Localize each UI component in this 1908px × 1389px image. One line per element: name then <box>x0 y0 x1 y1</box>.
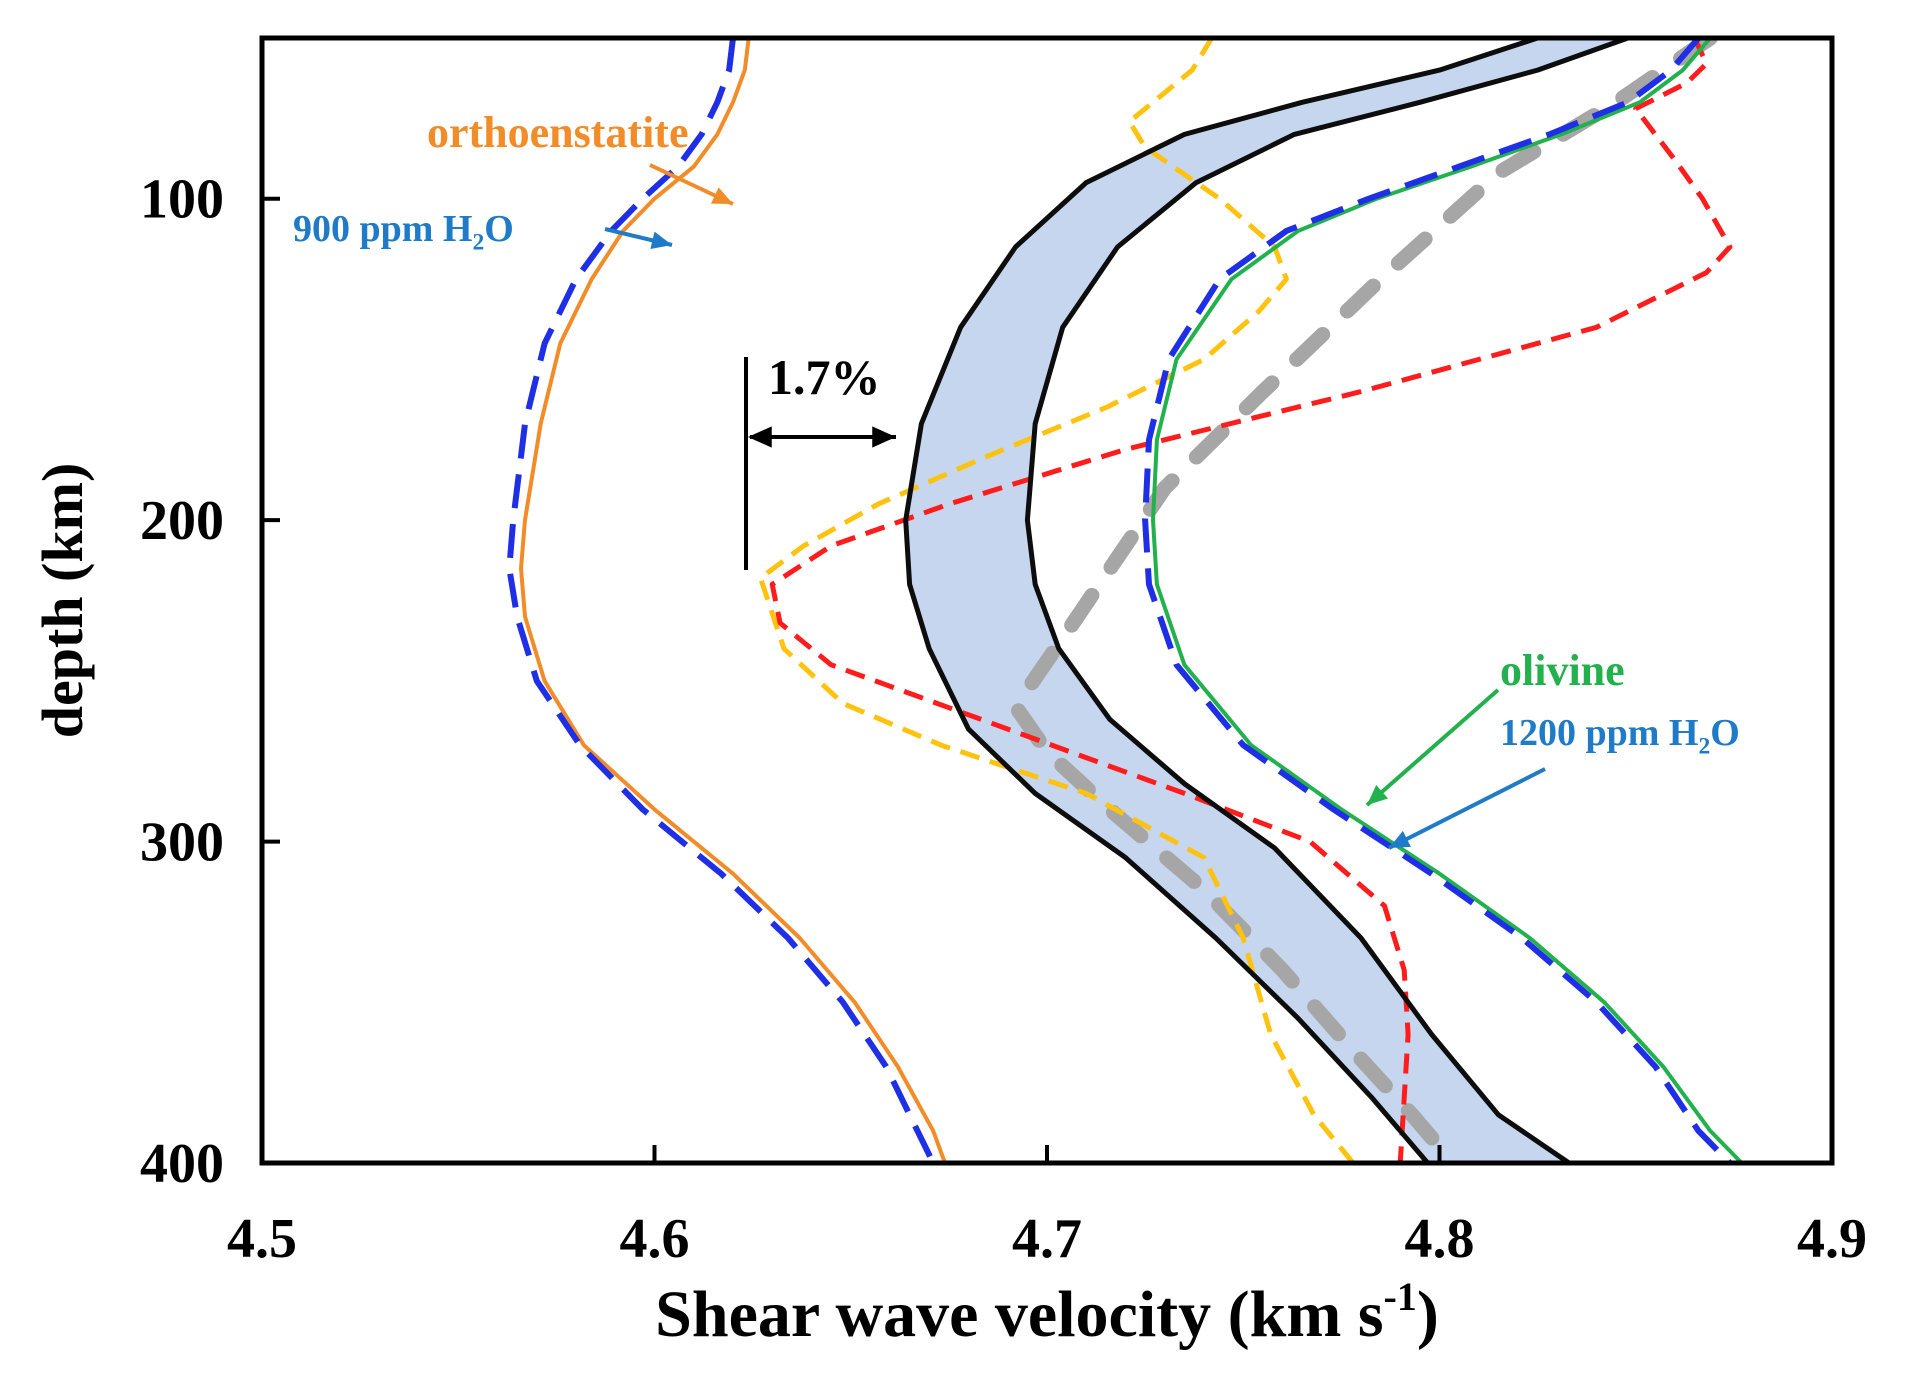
series-line-red-dashed <box>769 38 1733 1163</box>
series-line-ol-1200ppm-H2O <box>1142 38 1733 1163</box>
y-tick-label: 200 <box>140 490 224 552</box>
x-tick-label: 4.7 <box>1012 1208 1082 1270</box>
arrow-head <box>1367 785 1389 805</box>
ol-water-label: 1200 ppm H2O <box>1500 712 1740 759</box>
arrow-head <box>650 231 672 250</box>
series-line-band-upper-edge <box>1024 38 1629 1163</box>
series-line-band-lower-edge <box>903 38 1539 1163</box>
olivine-label: olivine <box>1500 646 1625 695</box>
opx-water-label: 900 ppm H2O <box>293 208 514 255</box>
velocity-band <box>905 38 1628 1163</box>
x-axis-label-end: ) <box>1417 1278 1439 1351</box>
series-line-gray-dashed <box>1008 38 1718 1155</box>
x-tick-label: 4.9 <box>1797 1208 1867 1270</box>
y-tick-label: 300 <box>140 812 224 874</box>
x-tick-label: 4.8 <box>1405 1208 1475 1270</box>
arrow-head <box>1389 830 1411 848</box>
series-layer <box>506 38 1744 1163</box>
series-line-opx-900ppm-H2O <box>506 38 936 1163</box>
x-axis-label-main: Shear wave velocity (km s <box>655 1278 1383 1351</box>
x-tick-label: 4.6 <box>620 1208 690 1270</box>
annotation-layer: orthoenstatite 900 ppm H2O olivine 1200 ppm… <box>293 108 1740 850</box>
y-tick-label: 400 <box>140 1133 224 1195</box>
x-axis-label: Shear wave velocity (km s-1) <box>655 1274 1439 1351</box>
series-line-yellow-dashed <box>758 38 1356 1163</box>
olivine-arrow <box>1365 688 1500 807</box>
ol-water-arrow <box>1388 767 1546 850</box>
series-line-olivine <box>1151 38 1744 1163</box>
x-axis-label-sup: -1 <box>1384 1274 1417 1319</box>
y-axis-label: depth (km) <box>30 463 95 739</box>
orthoenstatite-label: orthoenstatite <box>427 108 689 157</box>
x-tick-label: 4.5 <box>227 1208 297 1270</box>
y-tick-label: 100 <box>140 169 224 231</box>
series-line-orthoenstatite <box>519 38 947 1163</box>
percent-label: 1.7% <box>768 349 881 405</box>
arrow-head <box>872 426 896 448</box>
ticks-layer: 4.5 4.6 4.7 4.8 4.9 100 200 300 400 <box>140 169 1867 1270</box>
arrow-head <box>711 187 733 204</box>
velocity-band-fill <box>905 38 1628 1163</box>
arrow-head <box>748 426 772 448</box>
